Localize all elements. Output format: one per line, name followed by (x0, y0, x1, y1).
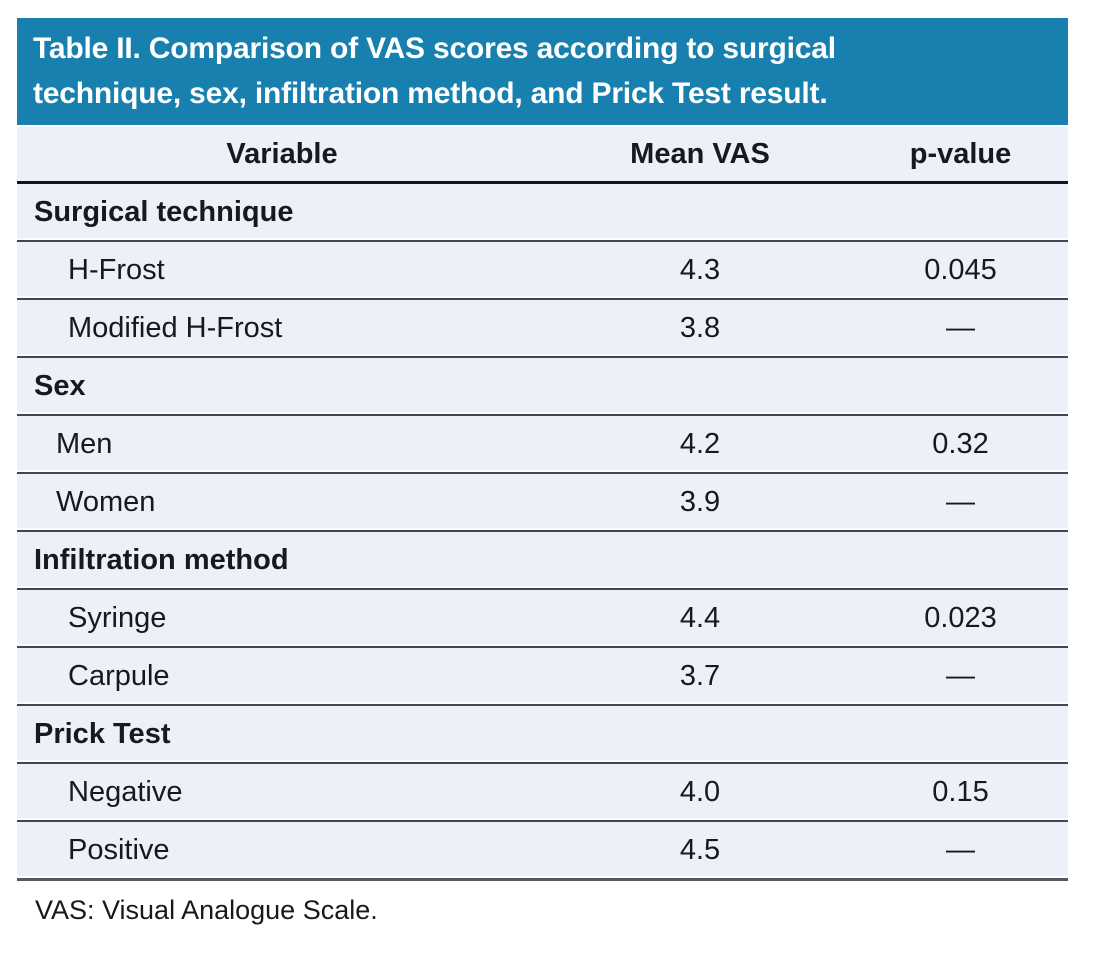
p-value: 0.045 (853, 241, 1068, 300)
section-label: Sex (17, 357, 1068, 416)
mean-vas-value: 4.3 (547, 241, 853, 300)
data-row: Modified H-Frost 3.8— (17, 299, 1068, 358)
row-label: Women (17, 473, 547, 532)
row-label: Positive (17, 821, 547, 881)
data-row: Men 4.2 0.32 (17, 415, 1068, 474)
table-title: Table II. Comparison of VAS scores accor… (17, 18, 1068, 125)
row-label: Negative (17, 763, 547, 822)
mean-vas-value: 4.0 (547, 763, 853, 822)
section-label: Infiltration method (17, 531, 1068, 590)
data-table: Variable Mean VAS p-value Surgical techn… (17, 127, 1068, 881)
column-header-p-value: p-value (853, 127, 1068, 184)
row-label: Syringe (17, 589, 547, 648)
mean-vas-value: 3.7 (547, 647, 853, 706)
row-label: Men (17, 415, 547, 474)
mean-vas-value: 3.9 (547, 473, 853, 532)
p-value: — (853, 647, 1068, 706)
row-label: Modified H-Frost (17, 299, 547, 358)
data-row: H-Frost 4.3 0.045 (17, 241, 1068, 300)
p-value: — (853, 821, 1068, 881)
data-row: Women 3.9— (17, 473, 1068, 532)
mean-vas-value: 3.8 (547, 299, 853, 358)
mean-vas-value: 4.4 (547, 589, 853, 648)
p-value: 0.023 (853, 589, 1068, 648)
section-label: Surgical technique (17, 182, 1068, 242)
section-row: Infiltration method (17, 531, 1068, 590)
column-header-mean-vas: Mean VAS (547, 127, 853, 184)
row-label: H-Frost (17, 241, 547, 300)
row-label: Carpule (17, 647, 547, 706)
data-row: Carpule 3.7— (17, 647, 1068, 706)
section-row: Sex (17, 357, 1068, 416)
p-value: 0.15 (853, 763, 1068, 822)
section-row: Surgical technique (17, 182, 1068, 242)
p-value: — (853, 299, 1068, 358)
section-label: Prick Test (17, 705, 1068, 764)
column-header-variable: Variable (17, 127, 547, 184)
data-row: Syringe 4.4 0.023 (17, 589, 1068, 648)
vas-comparison-table: Table II. Comparison of VAS scores accor… (17, 18, 1068, 926)
section-row: Prick Test (17, 705, 1068, 764)
mean-vas-value: 4.2 (547, 415, 853, 474)
data-row: Negative 4.0 0.15 (17, 763, 1068, 822)
table-body: Surgical technique H-Frost 4.3 0.045 Modifie… (17, 182, 1068, 881)
mean-vas-value: 4.5 (547, 821, 853, 881)
table-footnote: VAS: Visual Analogue Scale. (35, 895, 378, 925)
data-row: Positive 4.5— (17, 821, 1068, 881)
column-header-row: Variable Mean VAS p-value (17, 127, 1068, 184)
p-value: — (853, 473, 1068, 532)
p-value: 0.32 (853, 415, 1068, 474)
